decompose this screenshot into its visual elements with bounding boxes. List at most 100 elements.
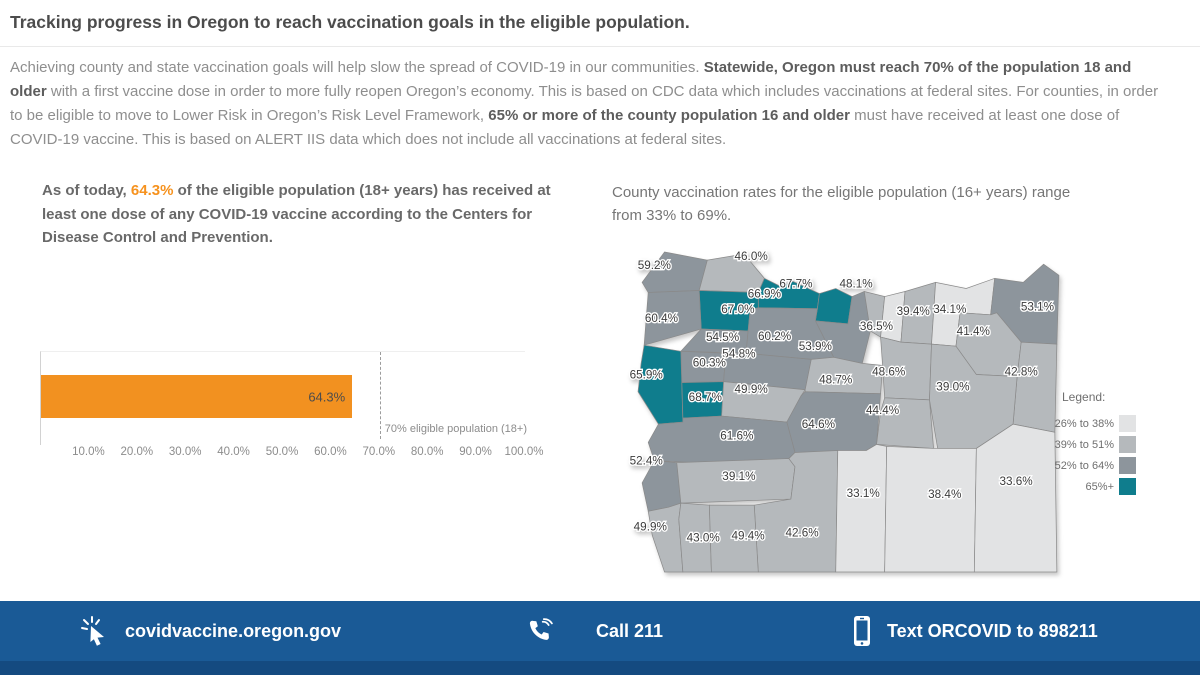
- county-coos[interactable]: [641, 460, 682, 512]
- legend-bucket-label: 26% to 38%: [1054, 417, 1114, 430]
- stat-segment: 64.3%: [130, 182, 174, 199]
- legend-bucket-label: 65%+: [1085, 480, 1114, 493]
- oregon-county-choropleth: 59.2% 46.0% 66.9%67.7% 48.1% 60.4% 67.0% 54.5%…: [628, 249, 1060, 573]
- goal-reference-label: 70% eligible population (18+): [384, 423, 527, 435]
- county-josephine[interactable]: [678, 502, 712, 573]
- x-axis-tick-label: 10.0%: [72, 446, 105, 458]
- footer-call-item[interactable]: Call 211: [527, 601, 663, 661]
- county-value-label: 36.5%: [860, 320, 893, 333]
- statewide-progress-bar-chart: 64.3% 70% eligible population (18+) 10.0…: [39, 351, 600, 464]
- legend-bucket-label: 52% to 64%: [1054, 459, 1114, 472]
- progress-bar[interactable]: 64.3%: [41, 375, 353, 418]
- county-clatsop[interactable]: [641, 251, 708, 293]
- county-value-label: 59.2%: [638, 259, 671, 272]
- county-value-label: 49.4%: [731, 530, 764, 543]
- county-hood-river[interactable]: [814, 288, 853, 325]
- intro-paragraph: Achieving county and state vaccination g…: [10, 56, 1168, 152]
- paragraph-segment: Statewide, Oregon must reach 70% of the …: [10, 59, 1132, 100]
- county-crook[interactable]: [876, 397, 934, 449]
- county-value-label: 53.9%: [799, 340, 832, 353]
- footer-text-label: Text ORCOVID to 898211: [887, 620, 1098, 641]
- county-value-label: 48.6%: [872, 366, 905, 379]
- county-value-label: 49.9%: [735, 383, 768, 396]
- county-lake[interactable]: [835, 444, 888, 573]
- legend-color-swatch: [1119, 457, 1136, 474]
- county-value-label: 52.4%: [630, 455, 663, 468]
- county-value-label: 65.9%: [630, 369, 663, 382]
- footer-website-label: covidvaccine.oregon.gov: [125, 620, 342, 641]
- county-value-label: 44.4%: [866, 404, 899, 417]
- legend-title: Legend:: [1062, 390, 1106, 404]
- county-value-label: 46.0%: [735, 250, 768, 263]
- county-value-label: 53.1%: [1021, 301, 1054, 314]
- county-value-label: 39.1%: [722, 470, 755, 483]
- county-value-label: 68.7%: [689, 391, 722, 404]
- legend-row: 52% to 64%: [1032, 455, 1136, 476]
- x-axis-tick-label: 60.0%: [314, 446, 347, 458]
- map-title: County vaccination rates for the eligibl…: [612, 184, 1071, 224]
- footer-main-band: covidvaccine.oregon.gov Call 211: [0, 601, 1200, 661]
- goal-reference-line: [379, 352, 381, 439]
- county-value-label: 67.0%: [721, 303, 754, 316]
- county-value-label: 33.6%: [999, 475, 1032, 488]
- x-axis-tick-label: 40.0%: [217, 446, 250, 458]
- x-axis-tick-label: 90.0%: [459, 446, 492, 458]
- county-value-label: 38.4%: [928, 488, 961, 501]
- legend-row: 26% to 38%: [1032, 413, 1136, 434]
- mobile-phone-icon: [852, 615, 872, 647]
- footer-website-link[interactable]: covidvaccine.oregon.gov: [80, 601, 341, 661]
- county-value-label: 39.4%: [897, 305, 930, 318]
- county-value-label: 54.8%: [722, 347, 755, 360]
- county-curry[interactable]: [647, 502, 684, 573]
- footer-text-item[interactable]: Text ORCOVID to 898211: [852, 601, 1098, 661]
- legend-row: 39% to 51%: [1032, 434, 1136, 455]
- county-lincoln[interactable]: [637, 344, 684, 425]
- legend-color-swatch: [1119, 436, 1136, 453]
- legend-row: 65%+: [1032, 476, 1136, 497]
- county-value-label: 43.0%: [687, 532, 720, 545]
- county-value-label: 42.6%: [785, 527, 818, 540]
- x-axis-tick-label: 50.0%: [265, 446, 299, 458]
- page-title: Tracking progress in Oregon to reach vac…: [10, 12, 690, 32]
- stat-segment: of the eligible population (18+ years) h…: [42, 182, 551, 246]
- paragraph-segment: must have received at least one dose of …: [10, 107, 1120, 148]
- county-value-label: 64.6%: [802, 418, 835, 431]
- county-jefferson[interactable]: [804, 356, 883, 395]
- county-jackson[interactable]: [709, 504, 759, 573]
- map-legend: Legend: 26% to 38% 39% to 51% 52% to 64% 65…: [1032, 390, 1136, 497]
- paragraph-segment: 65% or more of the county population 16 …: [488, 107, 850, 124]
- county-malheur[interactable]: [973, 423, 1058, 573]
- county-harney[interactable]: [884, 446, 977, 573]
- title-divider: [0, 46, 1200, 47]
- county-value-label: 48.7%: [819, 374, 852, 387]
- phone-icon: [527, 618, 553, 644]
- county-value-label: 41.4%: [957, 325, 990, 338]
- county-value-label: 48.1%: [840, 277, 873, 290]
- footer-bottom-strip: [0, 661, 1200, 675]
- county-value-label: 54.5%: [706, 331, 739, 344]
- legend-color-swatch: [1119, 415, 1136, 432]
- county-value-label: 33.1%: [847, 487, 880, 500]
- x-axis-tick-label: 30.0%: [168, 446, 202, 458]
- county-value-label: 60.4%: [645, 312, 678, 325]
- axis-tick-stub: [39, 439, 41, 445]
- bar-chart-x-axis: 10.0% 20.0% 30.0% 40.0% 50.0% 60.0% 70.0% 80.0%…: [40, 446, 543, 464]
- stat-segment: As of today,: [42, 182, 131, 199]
- county-value-label: 49.9%: [634, 520, 667, 533]
- county-value-label: 67.7%: [779, 277, 812, 290]
- county-value-label: 61.6%: [720, 429, 753, 442]
- legend-color-swatch: [1119, 478, 1136, 495]
- progress-bar-value-label: 64.3%: [308, 389, 346, 404]
- county-value-label: 34.1%: [933, 303, 966, 316]
- statewide-stat-text: As of today, 64.3% of the eligible popul…: [42, 179, 558, 250]
- county-value-label: 60.3%: [693, 356, 726, 369]
- county-value-label: 60.2%: [758, 330, 791, 343]
- county-value-label: 66.9%: [748, 288, 781, 301]
- footer-call-label: Call 211: [596, 620, 664, 641]
- x-axis-tick-label: 70.0%: [362, 446, 396, 458]
- x-axis-tick-label: 20.0%: [120, 446, 154, 458]
- county-value-label: 39.0%: [936, 381, 969, 394]
- paragraph-segment: with a first vaccine dose in order to mo…: [10, 83, 1159, 124]
- county-value-label: 42.8%: [1005, 366, 1038, 379]
